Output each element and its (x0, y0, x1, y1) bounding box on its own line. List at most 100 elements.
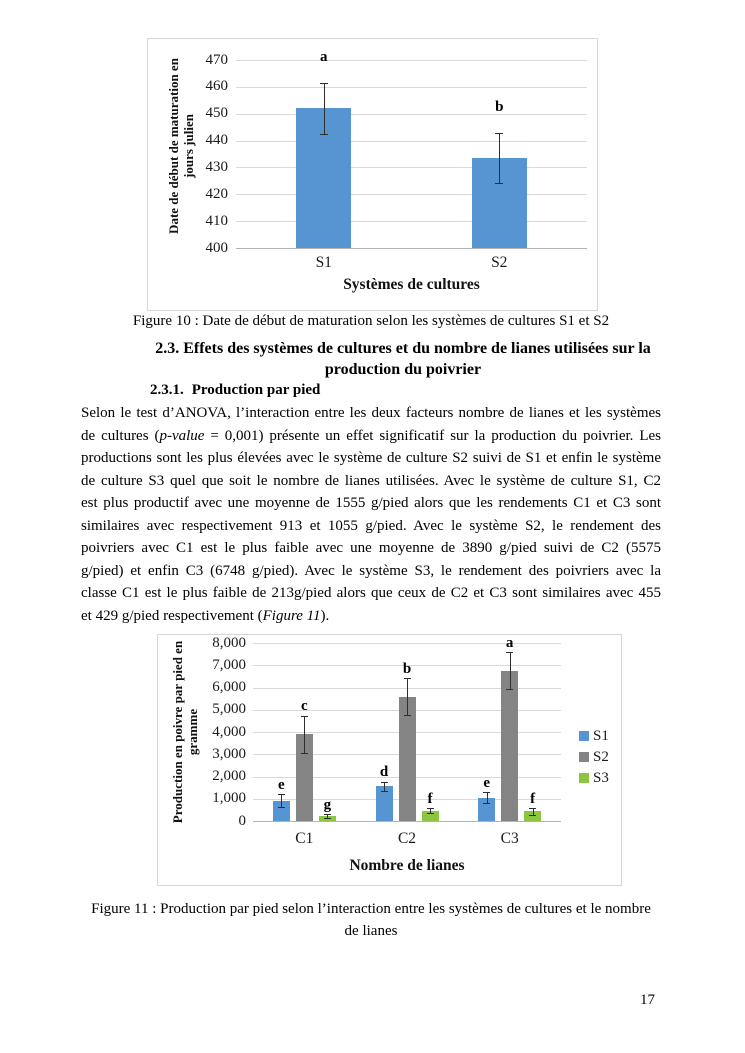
y-tick-label: 470 (205, 51, 229, 68)
error-bar-cap (380, 791, 388, 793)
significance-letter: g (323, 796, 332, 813)
y-tick-label: 2,000 (212, 768, 246, 784)
error-bar (327, 814, 329, 819)
error-bar-cap (483, 792, 491, 794)
y-tick-label: 460 (205, 78, 229, 95)
section-heading: 2.3. Effets des systèmes de cultures et … (145, 338, 661, 381)
legend-label: S1 (593, 727, 609, 744)
significance-letter: e (483, 774, 490, 791)
y-tick-label: 3,000 (212, 745, 246, 762)
text-run: classe C1 est le plus faible de 213g/pie… (81, 585, 661, 601)
legend-swatch-s3 (579, 772, 589, 783)
y-gridline (236, 60, 587, 61)
legend-item-s1: S1 (579, 728, 625, 744)
significance-letter: b (495, 98, 504, 115)
error-bar (430, 808, 431, 814)
y-gridline (236, 194, 587, 196)
error-bar-cap (529, 808, 537, 810)
error-bar-cap (380, 781, 388, 783)
y-gridline (236, 140, 587, 142)
bar-s3-c3 (524, 811, 542, 821)
x-category-label: C2 (397, 830, 417, 847)
text-run: g/pied) et enfin C3 (6748 g/pied). Avec … (81, 562, 661, 579)
y-tick-label: 0 (238, 812, 247, 829)
y-tick-label: 400 (205, 239, 229, 256)
error-bar (304, 715, 306, 753)
paragraph-line: de cultures (p-value = 0,001) présente u… (81, 425, 661, 448)
significance-letter: f (530, 790, 536, 807)
section-heading-line1: 2.3. Effets des systèmes de cultures et … (155, 339, 651, 357)
legend-swatch-s2 (579, 751, 589, 762)
x-axis-line (236, 248, 587, 249)
figure11-bar-chart: 0 1,000 2,000 3,000 4,000 5,000 6,000 7,000 8,00… (157, 634, 622, 886)
text-run: similaires avec respectivement 913 et 10… (81, 517, 661, 534)
y-axis-title-line: Production en poivre par pied en (170, 640, 185, 824)
error-bar-cap (495, 183, 504, 185)
error-bar-cap (426, 808, 434, 810)
error-bar-cap (277, 807, 285, 809)
error-bar (384, 781, 385, 792)
error-bar-cap (426, 813, 434, 815)
y-tick-label: 420 (205, 185, 229, 202)
y-gridline (236, 113, 587, 115)
text-run: ). (320, 607, 330, 624)
error-bar-cap (319, 83, 328, 85)
section-heading-line2: production du poivrier (324, 361, 482, 379)
paragraph-line: productions sont les plus élevées avec l… (81, 447, 661, 470)
error-bar (486, 792, 488, 803)
significance-letter: a (505, 634, 514, 651)
legend-item-s3: S3 (579, 770, 625, 786)
y-tick-label: 5,000 (212, 701, 246, 718)
paragraph-line: poivriers avec C1 est le plus faible ave… (81, 537, 661, 560)
paragraph-line: est plus productif avec une moyenne de 1… (81, 492, 661, 515)
bar-s2-c2 (398, 696, 416, 821)
y-axis-title: Production en poivre par pied en gramme (170, 637, 200, 827)
text-run: de cultures ( (81, 427, 160, 444)
y-tick-label: 430 (205, 158, 229, 175)
body-paragraph: Selon le test d’ANOVA, l’interaction ent… (81, 402, 661, 627)
text-run: productions sont les plus élevées avec l… (81, 450, 661, 466)
y-gridline (253, 665, 561, 667)
y-tick-label: 4,000 (212, 723, 246, 740)
paragraph-line: similaires avec respectivement 913 et 10… (81, 515, 661, 538)
subsection-number: 2.3.1. (150, 381, 184, 398)
error-bar-cap (277, 794, 285, 796)
x-category-label: S2 (491, 254, 508, 271)
y-axis-title-line: gramme (185, 708, 200, 756)
significance-letter: b (402, 660, 412, 677)
significance-letter: f (427, 790, 433, 807)
significance-letter: a (320, 49, 328, 66)
y-tick-label: 450 (205, 105, 229, 122)
x-axis-line (253, 821, 561, 822)
bar-s2-c3 (501, 670, 519, 821)
figure11-caption: Figure 11 : Production par pied selon l’… (81, 899, 661, 942)
x-axis-title: Nombre de lianes (349, 857, 465, 874)
error-bar-cap (529, 814, 537, 816)
error-bar-cap (403, 715, 411, 717)
italic-text: Figure 11 (262, 607, 321, 624)
x-category-label: S1 (315, 254, 332, 271)
error-bar-cap (506, 652, 514, 654)
text-run: est plus productif avec une moyenne de 1… (81, 495, 661, 511)
error-bar-cap (495, 132, 504, 134)
significance-letter: d (379, 764, 389, 780)
x-axis-title: Systèmes de cultures (343, 276, 480, 293)
paragraph-line: de culture S3 quel que soit le nombre de… (81, 470, 661, 493)
bar-s3-c2 (421, 810, 439, 821)
text-run: poivriers avec C1 est le plus faible ave… (81, 540, 661, 556)
bar-s2-c1 (295, 734, 313, 821)
error-bar-cap (323, 818, 331, 820)
y-axis-title-line: jours julien (181, 114, 196, 178)
significance-letter: c (300, 698, 308, 715)
paragraph-line: classe C1 est le plus faible de 213g/pie… (81, 582, 661, 605)
error-bar (281, 794, 283, 808)
bar-s1-c3 (478, 797, 496, 821)
error-bar (323, 83, 325, 134)
error-bar-cap (483, 802, 491, 804)
y-tick-label: 410 (205, 212, 229, 229)
error-bar-cap (300, 752, 308, 754)
paragraph-line: g/pied) et enfin C3 (6748 g/pied). Avec … (81, 560, 661, 583)
figure11-caption-line2: de lianes (344, 922, 398, 939)
paragraph-line: et 429 g/pied respectivement (Figure 11)… (81, 605, 661, 628)
figure11-caption-line1: Figure 11 : Production par pied selon l’… (91, 901, 651, 917)
